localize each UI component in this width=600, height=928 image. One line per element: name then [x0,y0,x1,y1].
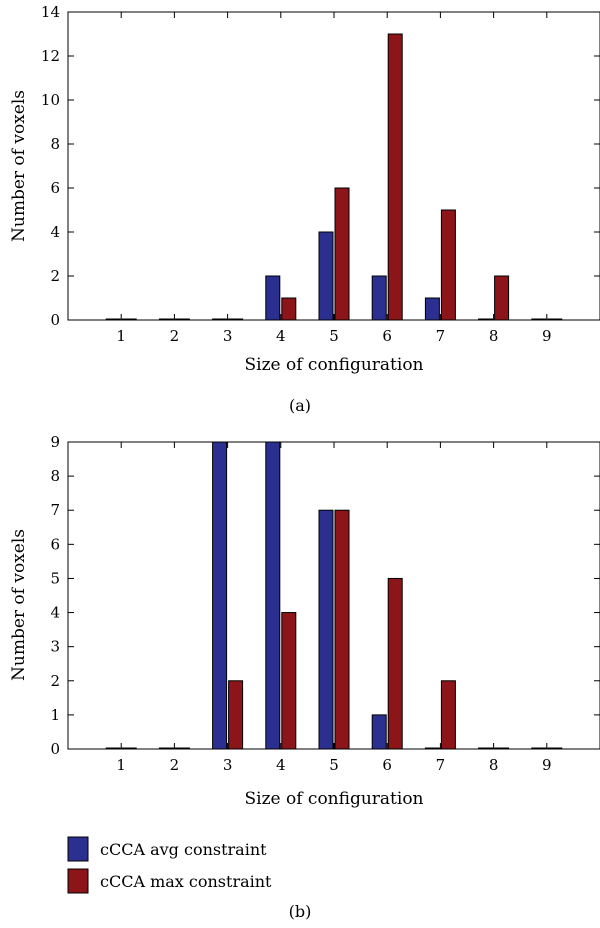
chart-b-caption: (b) [289,902,312,921]
chart-a-bar-avg-4 [265,275,281,321]
chart-b-xtick-label: 8 [489,756,499,774]
chart-a-xtick-label: 2 [170,327,180,345]
chart-b-bar-max-7 [440,680,456,750]
chart-a-bar-max-8 [494,275,510,321]
chart-b-ytick-label: 2 [50,672,60,690]
chart-b-ytick-label: 4 [50,604,60,622]
chart-a-ytick-label: 4 [50,223,60,241]
chart-b-ylabel: Number of voxels [9,529,29,681]
chart-b-bar-avg-5 [318,509,334,750]
chart-a-plot-frame [67,11,600,321]
chart-a-bar-avg-5 [318,231,334,321]
chart-b-xtick-label: 5 [329,756,339,774]
chart-a-bar-max-6 [387,33,403,321]
chart-b-ytick-label: 6 [50,535,60,553]
chart-a-caption: (a) [289,396,311,415]
chart-b-ytick-label: 8 [50,467,60,485]
chart-a-xlabel: Size of configuration [244,355,423,375]
chart-a-ytick-label: 8 [50,135,60,153]
legend-label-max: cCCA max constraint [100,872,272,891]
chart-b-xtick-label: 6 [382,756,392,774]
chart-b-xlabel: Size of configuration [244,789,423,809]
chart-a-ytick-label: 14 [41,3,60,21]
chart-a-xtick-label: 4 [276,327,286,345]
chart-b-ytick-label: 7 [50,501,60,519]
chart-a-xtick-label: 3 [223,327,233,345]
legend: cCCA avg constraint cCCA max constraint [67,836,272,894]
legend-swatch-max [67,868,89,894]
chart-b-bar-avg-3 [212,441,228,750]
chart-a-xtick-label: 6 [382,327,392,345]
chart-a-xtick-label: 7 [436,327,446,345]
chart-b-bar-max-4 [281,612,297,750]
chart-a-xtick-label: 5 [329,327,339,345]
chart-a-ytick-label: 0 [50,311,60,329]
chart-a-ytick-label: 6 [50,179,60,197]
chart-b-bar-avg-4 [265,441,281,750]
chart-b-ytick-label: 5 [50,569,60,587]
chart-b-bar-max-6 [387,577,403,750]
chart-b-xtick-label: 9 [542,756,552,774]
chart-b-bar-max-3 [228,680,244,750]
chart-a-xtick-label: 1 [116,327,126,345]
chart-a-xtick-label: 9 [542,327,552,345]
chart-b-bar-max-5 [334,509,350,750]
chart-a-bar-max-4 [281,297,297,321]
legend-swatch-avg [67,836,89,862]
chart-a-bar-max-7 [440,209,456,321]
chart-a-bar-avg-7 [424,297,440,321]
chart-a-bar-avg-6 [371,275,387,321]
chart-a-ytick-label: 12 [41,47,60,65]
chart-b-xtick-label: 1 [116,756,126,774]
chart-b-xtick-label: 3 [223,756,233,774]
chart-b-bar-avg-6 [371,714,387,750]
chart-b-xtick-label: 7 [436,756,446,774]
chart-a-xtick-label: 8 [489,327,499,345]
chart-b-ytick-label: 9 [50,433,60,451]
chart-b-xtick-label: 2 [170,756,180,774]
legend-label-avg: cCCA avg constraint [100,840,267,859]
chart-a-bar-max-5 [334,187,350,321]
chart-b-ytick-label: 0 [50,740,60,758]
chart-b-xtick-label: 4 [276,756,286,774]
chart-a-ytick-label: 10 [41,91,60,109]
chart-a-ytick-label: 2 [50,267,60,285]
chart-b-ytick-label: 1 [50,706,60,724]
chart-a-ylabel: Number of voxels [9,90,29,242]
chart-b-ytick-label: 3 [50,638,60,656]
chart-b-plot-frame [67,441,600,750]
chart-b: 1 2 3 4 5 6 7 8 9 0 1 2 3 4 5 6 7 8 9 [50,433,600,774]
